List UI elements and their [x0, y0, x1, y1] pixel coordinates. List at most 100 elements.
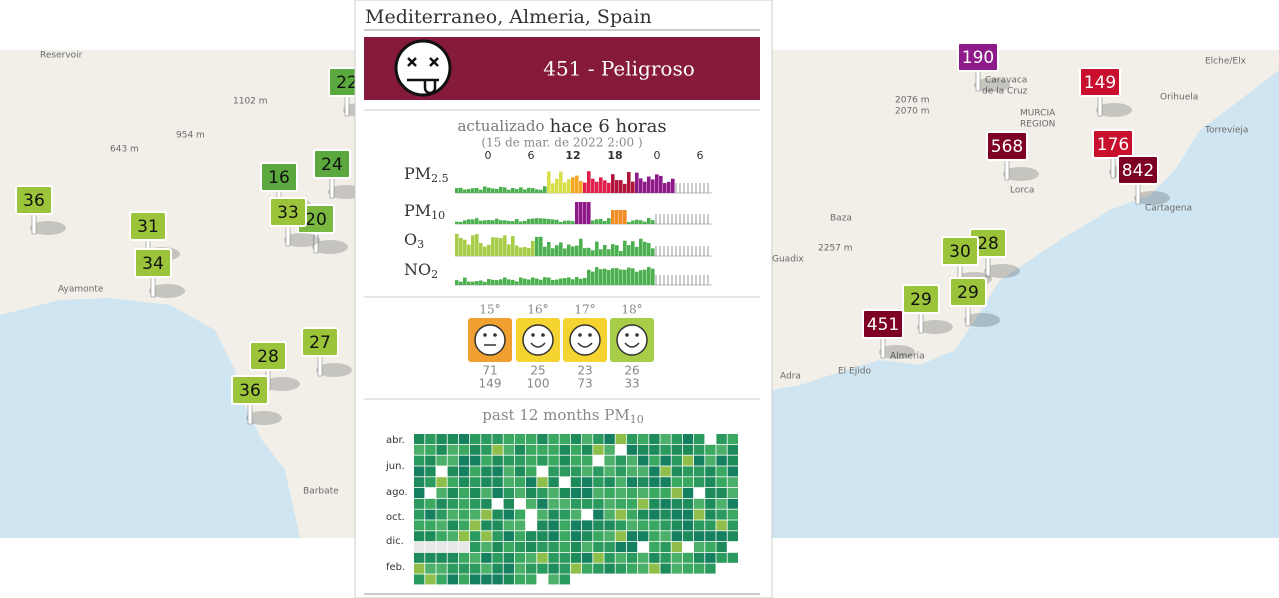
heat-cell [481, 563, 492, 574]
month-label: feb. [386, 562, 405, 573]
pollutant-name: PM [404, 164, 431, 183]
marker: 451 [862, 309, 915, 359]
heat-cell [458, 542, 470, 552]
map-label: 2257 m [818, 244, 853, 254]
heat-cell [436, 477, 447, 488]
heat-cell [727, 488, 738, 498]
forecast-temp: 17° [574, 303, 595, 317]
heat-cell [425, 466, 436, 477]
spark-bar [583, 182, 587, 193]
heat-cell [626, 552, 638, 563]
spark-bar [615, 180, 619, 193]
heat-cell [414, 574, 425, 585]
pollutant-name: PM [404, 201, 431, 220]
marker-box [902, 284, 940, 314]
forecast-value: 71 [482, 364, 497, 378]
pollutant-label: NO2 [404, 260, 438, 282]
spark-bar [623, 210, 627, 224]
eye [625, 333, 629, 337]
spark-bar [491, 279, 495, 285]
spark-bar [527, 218, 531, 224]
spark-bar [587, 247, 591, 256]
heat-cell [716, 444, 727, 455]
heat-cell [727, 542, 738, 552]
eye [531, 333, 535, 337]
heat-cell [470, 563, 481, 574]
spark-bar [583, 277, 587, 285]
heat-cell [660, 498, 671, 509]
heat-cell [682, 488, 694, 498]
heat-cell [514, 466, 526, 477]
forecast-temp: 18° [621, 303, 642, 317]
heat-cell [436, 509, 447, 520]
pollutant-sub: 2 [431, 268, 438, 281]
updated: actualizado hace 6 horas [457, 116, 666, 137]
heat-cell [492, 542, 503, 552]
spark-bar [611, 268, 615, 285]
spark-bar [619, 180, 623, 193]
spark-bar [527, 279, 531, 285]
spark-bar [603, 244, 607, 256]
heat-cell [705, 563, 716, 574]
heat-cell [425, 531, 436, 542]
spark-bar [591, 271, 595, 285]
heat-cell [503, 455, 514, 466]
heat-cell [638, 520, 649, 531]
heat-cell [694, 434, 705, 444]
heat-cell [481, 488, 492, 498]
heat-cell [570, 488, 582, 498]
map-label: Elche/Elx [1205, 57, 1247, 67]
heat-cell [694, 552, 705, 563]
spark-bar [547, 171, 551, 193]
spark-bar [535, 236, 539, 256]
spark-bar [607, 182, 611, 193]
heat-cell [414, 444, 425, 455]
heat-cell [593, 434, 604, 444]
heat-cell [604, 466, 615, 477]
spark-bar [543, 277, 547, 285]
spark-bar [599, 219, 603, 224]
spark-bar [651, 268, 655, 285]
spark-bar [579, 202, 583, 224]
pollutant-sub: 2.5 [431, 172, 449, 185]
heat-cell [649, 563, 660, 574]
heat-cell [615, 520, 626, 531]
heat-cell [671, 520, 682, 531]
heat-cell [425, 563, 436, 574]
spark-bar [655, 174, 659, 193]
map-label: Almeria [890, 352, 925, 362]
marker-box [260, 162, 298, 192]
marker-shadow [316, 363, 352, 377]
heat-cell [436, 444, 447, 455]
heat-cell [548, 552, 559, 563]
heat-cell [458, 466, 470, 477]
spark-bar [503, 187, 507, 193]
spark-bar [455, 280, 459, 285]
map-label: 2076 m [895, 96, 930, 106]
face [474, 324, 506, 356]
spark-bar [587, 202, 591, 224]
spark-bar [475, 234, 479, 256]
heat-cell [582, 531, 593, 542]
spark-bar [611, 244, 615, 256]
marker-value: 176 [1097, 135, 1129, 155]
heat-cell [694, 520, 705, 531]
spark-bar [567, 179, 571, 193]
spark-bar [455, 188, 459, 193]
heat-cell [470, 455, 481, 466]
heat-cell [682, 466, 694, 477]
heat-cell [570, 444, 582, 455]
marker-box [134, 248, 172, 278]
heat-cell [425, 498, 436, 509]
heat-cell [514, 520, 526, 531]
heat-cell [458, 498, 470, 509]
marker-box [862, 309, 904, 339]
spark-bar [479, 280, 483, 285]
land [772, 50, 1279, 390]
spark-bar [643, 269, 647, 285]
spark-bar [619, 251, 623, 256]
heat-cell [604, 531, 615, 542]
heat-cell [570, 466, 582, 477]
spark-bar [511, 236, 515, 256]
heat-cell [470, 542, 481, 552]
